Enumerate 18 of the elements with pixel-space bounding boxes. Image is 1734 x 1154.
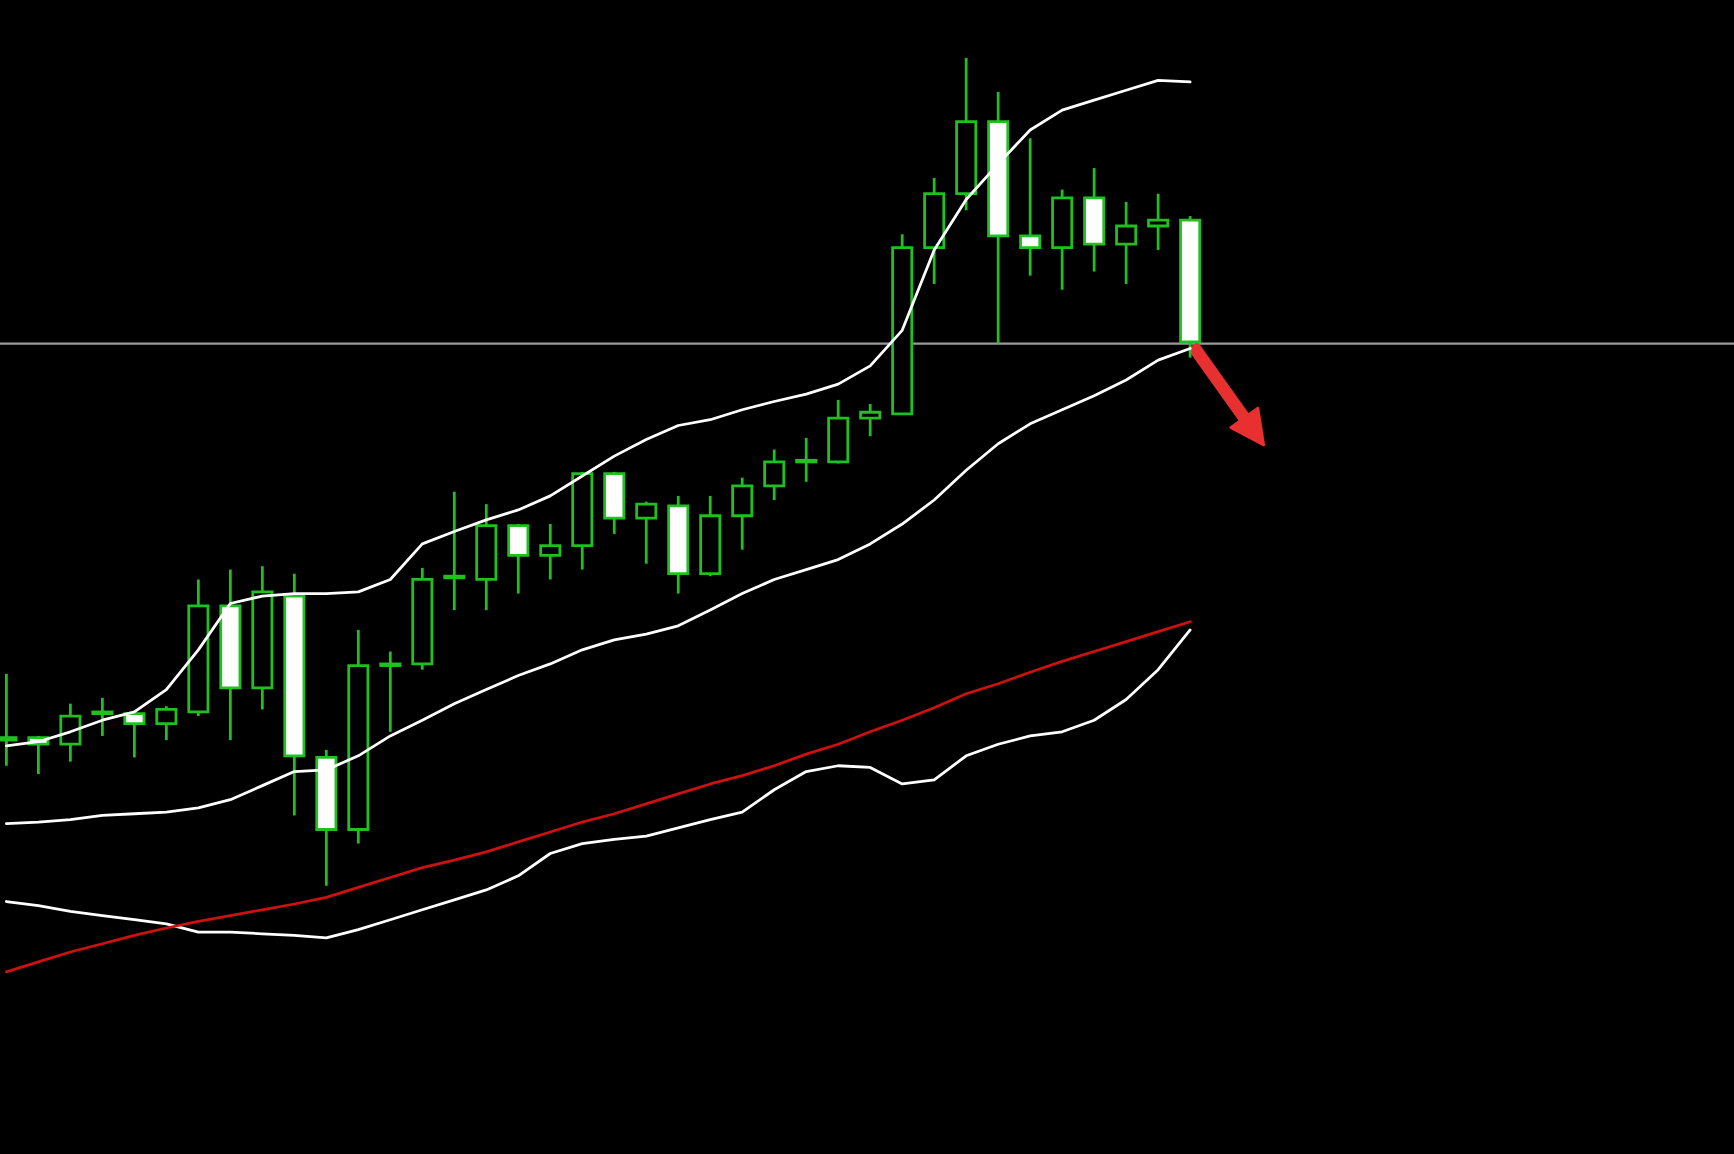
candlestick	[539, 522, 562, 581]
candlestick	[507, 522, 530, 595]
candlestick	[763, 448, 786, 502]
candlestick	[795, 436, 818, 484]
candlestick	[379, 650, 402, 734]
candlestick	[91, 696, 114, 738]
candlestick	[1147, 192, 1170, 252]
candlestick	[827, 398, 850, 465]
candlestick	[155, 704, 178, 742]
candlestick	[635, 500, 658, 566]
candlestick	[59, 702, 82, 763]
candlestick	[603, 470, 626, 536]
candlestick	[1083, 166, 1106, 273]
candlestick	[731, 476, 754, 552]
candlestick	[443, 490, 466, 612]
candlestick	[1019, 136, 1042, 278]
candlestick	[1115, 200, 1138, 286]
candlestick	[859, 402, 882, 438]
